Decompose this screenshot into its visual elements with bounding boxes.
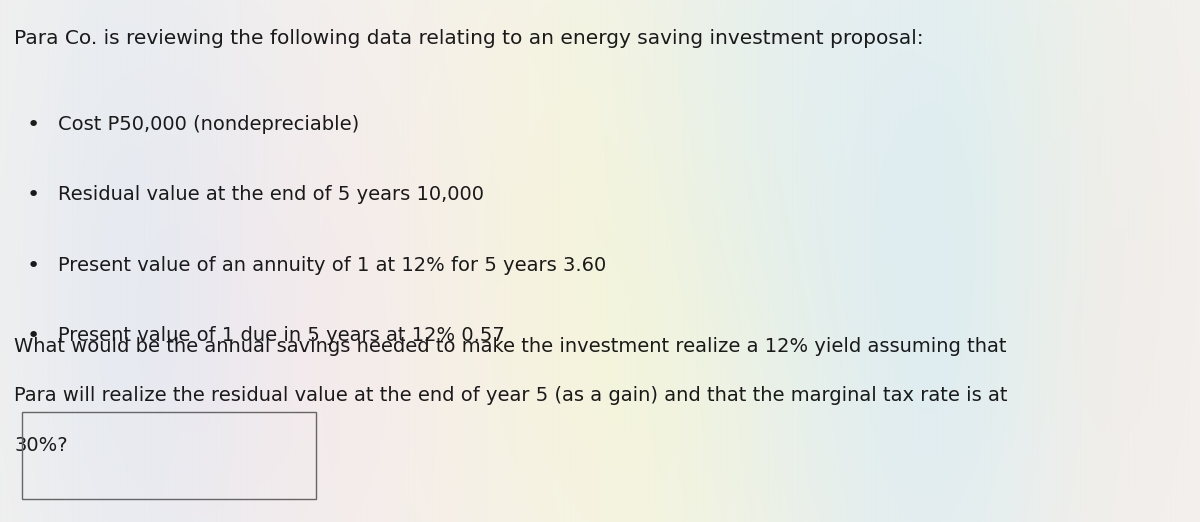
Text: Present value of 1 due in 5 years at 12% 0.57: Present value of 1 due in 5 years at 12%… xyxy=(58,326,504,345)
Text: Para will realize the residual value at the end of year 5 (as a gain) and that t: Para will realize the residual value at … xyxy=(14,386,1008,405)
Text: 30%?: 30%? xyxy=(14,436,68,455)
Text: Para Co. is reviewing the following data relating to an energy saving investment: Para Co. is reviewing the following data… xyxy=(14,29,924,48)
Text: •: • xyxy=(26,185,40,205)
Text: •: • xyxy=(26,326,40,346)
Text: •: • xyxy=(26,256,40,276)
Text: Present value of an annuity of 1 at 12% for 5 years 3.60: Present value of an annuity of 1 at 12% … xyxy=(58,256,606,275)
Text: Residual value at the end of 5 years 10,000: Residual value at the end of 5 years 10,… xyxy=(58,185,484,204)
Text: Cost P50,000 (nondepreciable): Cost P50,000 (nondepreciable) xyxy=(58,115,359,134)
Text: What would be the annual savings needed to make the investment realize a 12% yie: What would be the annual savings needed … xyxy=(14,337,1007,355)
Text: •: • xyxy=(26,115,40,135)
